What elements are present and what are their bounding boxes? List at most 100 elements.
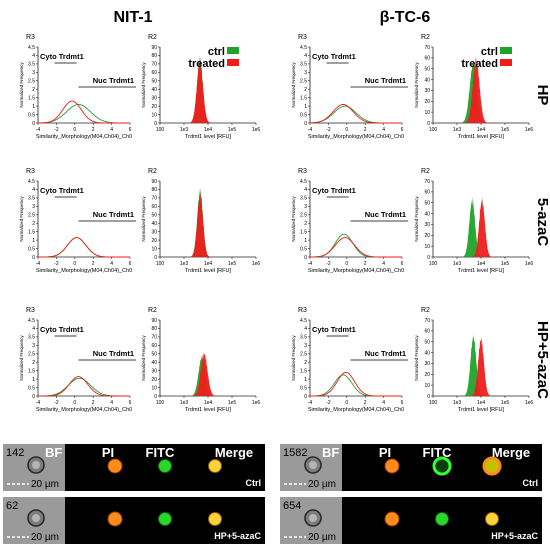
y-tick-label: 50 <box>151 213 157 219</box>
scale-bar-label: 20 µm <box>308 479 336 490</box>
x-tick-label: -4 <box>36 400 41 406</box>
x-tick-label: -4 <box>36 127 41 133</box>
x-tick-label: 1e4 <box>477 127 486 133</box>
y-tick-label: 1.5 <box>300 368 307 374</box>
series-line-ctrl <box>38 377 130 397</box>
bf-cell-center <box>32 461 40 469</box>
y-tick-label: 0.5 <box>28 385 35 391</box>
x-axis-label: Trdmt1 level [RFU] <box>458 134 504 140</box>
x-tick-label: 1e4 <box>204 127 213 133</box>
y-tick-label: 0.5 <box>28 246 35 252</box>
x-tick-label: 6 <box>401 127 404 133</box>
image-row: 1582 20 µm Ctrl BF PI FITC Merge <box>280 444 542 491</box>
x-axis-label: Trdmt1 level [RFU] <box>458 268 504 274</box>
condition-label: HP+5-azaC <box>214 531 261 541</box>
y-tick-label: 40 <box>424 350 430 356</box>
channel-label-bf: BF <box>45 445 62 460</box>
y-tick-label: 2 <box>304 87 307 93</box>
x-tick-label: -2 <box>326 127 331 133</box>
y-tick-label: 70 <box>151 196 157 202</box>
y-tick-label: 80 <box>151 326 157 332</box>
legend-ctrl-swatch <box>227 47 239 54</box>
y-tick-label: 30 <box>151 368 157 374</box>
panel-r2: R2 Normalized Frequency 0 10 20 30 40 50 60 70 100… <box>414 34 533 140</box>
y-tick-label: 4.5 <box>28 318 35 324</box>
y-tick-label: 1 <box>32 104 35 110</box>
region-label: R3 <box>26 307 35 314</box>
panel-r3: R3 Normalized Frequency 0 0.5 1 1.5 2 2.5 3 3.5 4 4… <box>19 168 136 274</box>
y-tick-label: 3 <box>304 343 307 349</box>
cell-edge-fitc <box>158 512 172 526</box>
panel-r2: R2 Normalized Frequency 0 10 20 30 40 50 60 70 100… <box>414 168 533 274</box>
region-label: R2 <box>148 168 157 175</box>
y-tick-label: 70 <box>151 335 157 341</box>
legend-ctrl-swatch <box>500 47 512 54</box>
cell-id-label: 142 <box>6 447 24 459</box>
cell-fitc <box>432 456 452 476</box>
y-tick-label: 10 <box>424 383 430 389</box>
cyto-gate-label: Cyto Trdmt1 <box>312 52 356 61</box>
channel-label-bf: BF <box>322 445 339 460</box>
x-tick-label: 4 <box>110 127 113 133</box>
legend-treated-swatch <box>500 59 512 66</box>
y-tick-label: 50 <box>151 79 157 85</box>
x-tick-label: -2 <box>326 261 331 267</box>
cell-fitc <box>158 459 172 473</box>
y-axis-label: Normalized Frequency <box>291 196 296 242</box>
cell-edge-pi <box>107 511 123 527</box>
y-tick-label: 0 <box>154 121 157 127</box>
x-tick-label: -4 <box>308 127 313 133</box>
y-tick-label: 50 <box>424 201 430 207</box>
series-line-treated <box>310 103 402 124</box>
y-tick-label: 60 <box>424 329 430 335</box>
x-tick-label: 100 <box>156 127 165 133</box>
x-tick-label: 1e4 <box>477 261 486 267</box>
y-tick-label: 2 <box>32 87 35 93</box>
x-axis-label: Similarity_Morphology(M04,Ch04)_Ch0 <box>308 134 404 140</box>
y-axis-label: Normalized Frequency <box>414 335 419 381</box>
x-tick-label: 2 <box>92 261 95 267</box>
cell-pi <box>108 512 122 526</box>
y-tick-label: 1 <box>32 377 35 383</box>
x-tick-label: 4 <box>382 127 385 133</box>
channel-label-fitc: FITC <box>146 445 175 460</box>
nuc-gate-label: Nuc Trdmt1 <box>365 349 406 358</box>
x-tick-label: 100 <box>156 400 165 406</box>
y-tick-label: 3 <box>32 70 35 76</box>
y-tick-label: 3.5 <box>300 62 307 68</box>
y-tick-label: 40 <box>151 360 157 366</box>
legend-ctrl-label: ctrl <box>481 46 498 58</box>
panel-r3: R3 Normalized Frequency 0 0.5 1 1.5 2 2.5 3 3.5 4 4… <box>291 168 408 274</box>
series-line-ctrl <box>310 374 402 397</box>
x-tick-label: 0 <box>345 261 348 267</box>
y-tick-label: 4.5 <box>300 45 307 51</box>
y-tick-label: 20 <box>151 377 157 383</box>
x-axis-label: Trdmt1 level [RFU] <box>185 407 231 413</box>
y-tick-label: 0 <box>427 121 430 127</box>
y-tick-label: 1.5 <box>28 229 35 235</box>
y-tick-label: 20 <box>151 104 157 110</box>
nuc-gate-label: Nuc Trdmt1 <box>365 210 406 219</box>
y-tick-label: 0.5 <box>28 112 35 118</box>
cell-edge-pi <box>384 511 400 527</box>
y-tick-label: 10 <box>151 112 157 118</box>
condition-label: Ctrl <box>523 478 539 488</box>
x-tick-label: -4 <box>36 261 41 267</box>
series-line-treated <box>38 376 130 397</box>
x-tick-label: 1e3 <box>453 261 462 267</box>
panel-r3: R3 Normalized Frequency 0 0.5 1 1.5 2 2.5 3 3.5 4 4… <box>19 34 136 140</box>
y-tick-label: 2.5 <box>28 352 35 358</box>
x-tick-label: 1e6 <box>525 400 534 406</box>
legend-nit1: ctrl treated <box>188 46 239 70</box>
y-tick-label: 2.5 <box>300 213 307 219</box>
y-tick-label: 0.5 <box>300 246 307 252</box>
y-tick-label: 90 <box>151 179 157 185</box>
row-label-5azac: 5-azaC <box>534 198 550 247</box>
x-tick-label: 1e6 <box>525 127 534 133</box>
x-tick-label: 1e6 <box>252 261 261 267</box>
cell-id-label: 62 <box>6 500 18 512</box>
x-tick-label: 1e6 <box>252 127 261 133</box>
channel-label-merge: Merge <box>492 445 530 460</box>
y-tick-label: 4 <box>32 326 35 332</box>
y-axis-label: Normalized Frequency <box>291 62 296 108</box>
